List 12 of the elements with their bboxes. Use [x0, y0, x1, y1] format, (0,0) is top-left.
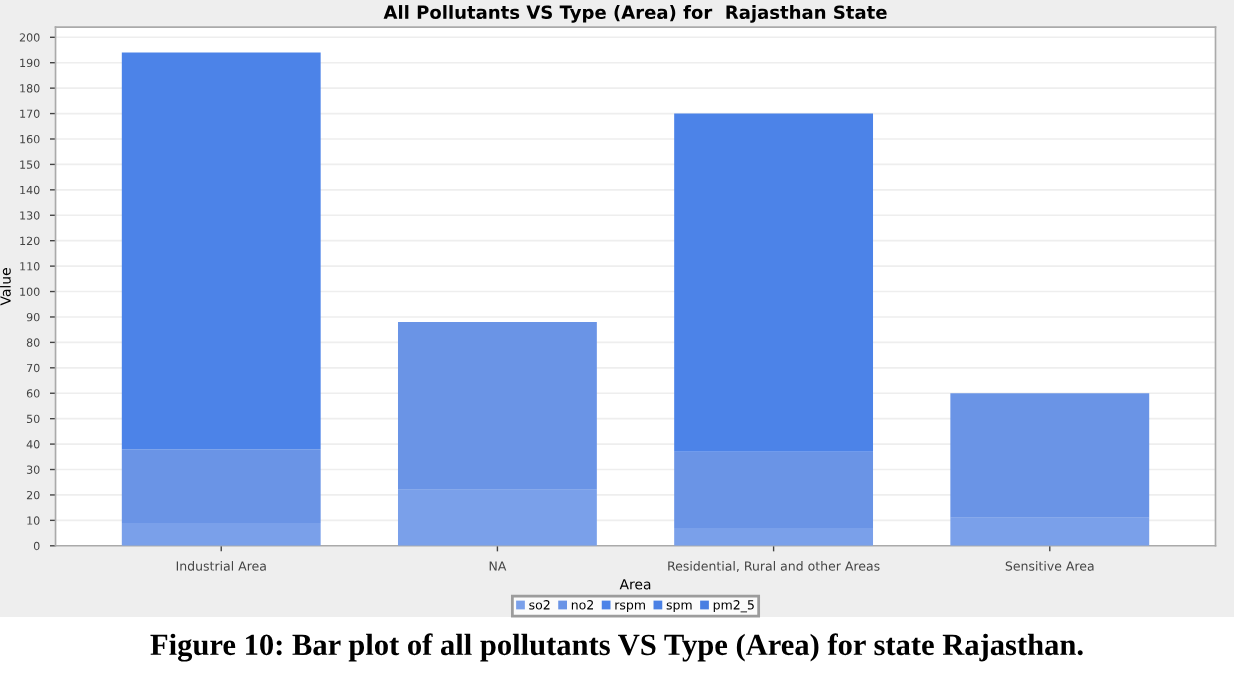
bar — [397, 322, 597, 490]
caption: Figure 10: Bar plot of all pollutants VS Type (Area) for state Rajasthan. — [150, 633, 1083, 662]
bar — [674, 451, 874, 528]
bar — [121, 522, 321, 546]
bar — [950, 517, 1150, 546]
bar — [950, 393, 1150, 518]
bar — [397, 489, 597, 546]
chart-title: All Pollutants VS Type (Area) for Rajasthan State — [383, 5, 887, 23]
bar — [674, 527, 874, 546]
bar — [674, 113, 874, 452]
bar — [121, 52, 321, 450]
bar — [121, 449, 321, 523]
